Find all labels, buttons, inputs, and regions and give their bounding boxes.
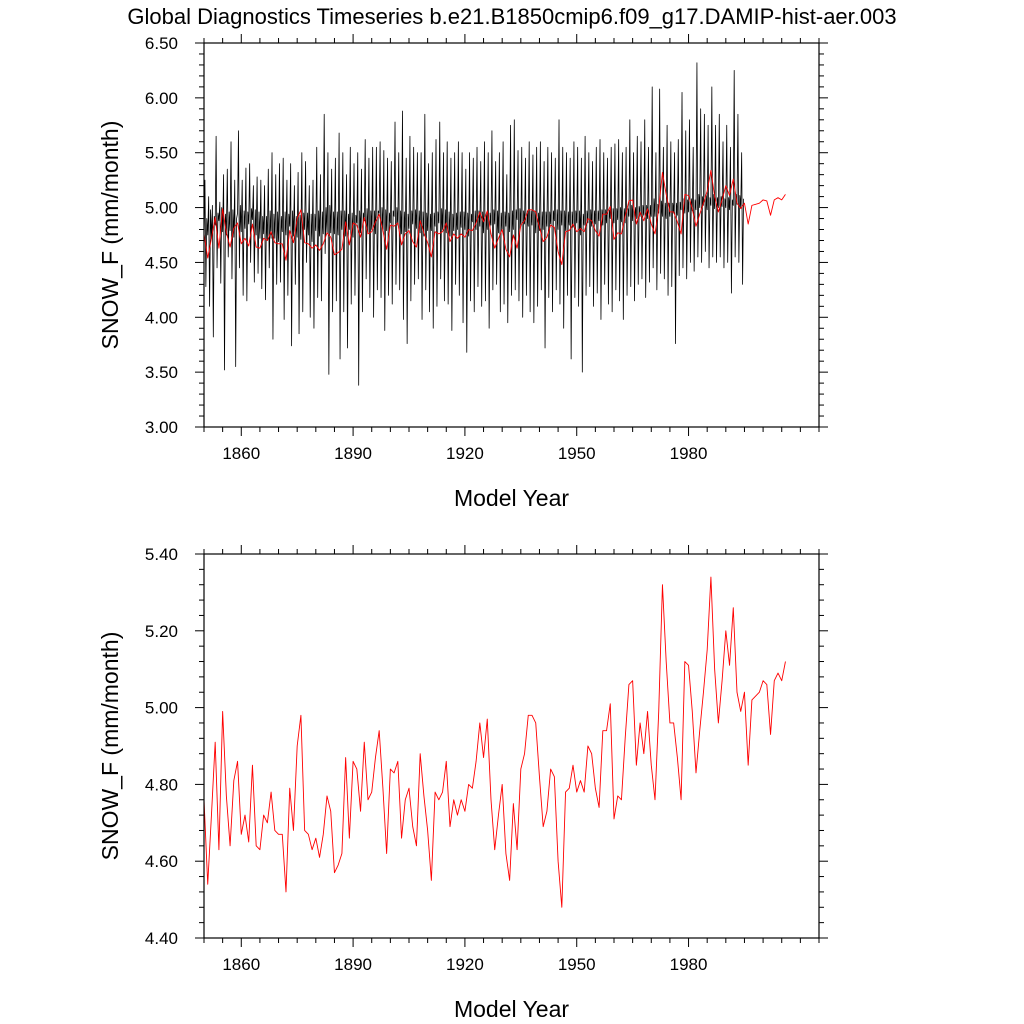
x-tick-label: 1950 [558, 955, 596, 974]
y-tick-label: 3.50 [145, 363, 178, 382]
annual-series-line [204, 169, 786, 266]
x-tick-label: 1890 [334, 444, 372, 463]
x-tick-label: 1890 [334, 955, 372, 974]
x-tick-label: 1860 [222, 444, 260, 463]
series-group [204, 576, 786, 908]
y-tick-label: 4.60 [145, 852, 178, 871]
y-tick-label: 6.50 [145, 34, 178, 53]
y-tick-label: 6.00 [145, 89, 178, 108]
series-group [204, 62, 786, 386]
y-tick-label: 4.00 [145, 308, 178, 327]
figure-title: Global Diagnostics Timeseries b.e21.B185… [127, 4, 896, 29]
x-tick-label: 1980 [670, 444, 708, 463]
x-tick-label: 1980 [670, 955, 708, 974]
x-tick-label: 1950 [558, 444, 596, 463]
plot-frame [203, 553, 820, 939]
top-panel: 1860 1890 1920 1950 1980 3.00 3.50 4.00 4.50 5.00… [97, 34, 828, 511]
y-tick-label: 5.00 [145, 699, 178, 718]
x-tick-label: 1920 [446, 955, 484, 974]
x-axis-label: Model Year [454, 996, 569, 1022]
y-tick-label: 3.00 [145, 418, 178, 437]
monthly-series-line [204, 62, 744, 386]
y-tick-label: 5.00 [145, 199, 178, 218]
y-axis-label: SNOW_F (mm/month) [97, 632, 123, 861]
y-tick-label: 5.40 [145, 545, 178, 564]
y-tick-label: 4.80 [145, 775, 178, 794]
x-tick-label: 1860 [222, 955, 260, 974]
y-tick-label: 5.50 [145, 144, 178, 163]
y-tick-label: 4.50 [145, 253, 178, 272]
annual-series-line [204, 576, 786, 908]
y-axis-label: SNOW_F (mm/month) [97, 121, 123, 350]
y-tick-label: 4.40 [145, 929, 178, 948]
x-tick-label: 1920 [446, 444, 484, 463]
bottom-panel: 1860 1890 1920 1950 1980 4.40 4.60 4.80 5.00 5.20… [97, 545, 828, 1022]
y-tick-label: 5.20 [145, 622, 178, 641]
x-axis-label: Model Year [454, 485, 569, 511]
plot-frame [203, 42, 820, 428]
